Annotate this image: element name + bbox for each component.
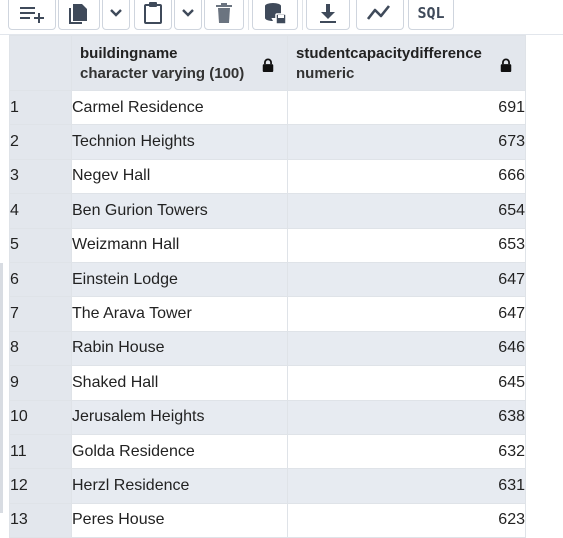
add-row-icon [20, 7, 44, 23]
results-toolbar: SQL [0, 0, 563, 35]
column-name: buildingname [80, 44, 178, 62]
cell-studentcapacitydifference[interactable]: 647 [287, 296, 526, 332]
table-row[interactable]: 9 Shaked Hall 645 [9, 365, 526, 401]
table-row[interactable]: 8 Rabin House 646 [9, 330, 526, 367]
toolbar-separator [248, 0, 249, 30]
row-number[interactable]: 1 [9, 89, 72, 126]
row-number[interactable]: 5 [9, 227, 72, 263]
data-output-grid: buildingname character varying (100) stu… [0, 35, 563, 538]
cell-studentcapacitydifference[interactable]: 654 [287, 193, 526, 229]
cell-buildingname[interactable]: Carmel Residence [71, 89, 288, 126]
download-icon [320, 4, 336, 23]
cell-buildingname[interactable]: Negev Hall [71, 158, 288, 195]
delete-button[interactable] [204, 0, 244, 30]
graph-visualiser-icon [367, 5, 391, 20]
cell-buildingname[interactable]: Golda Residence [71, 433, 288, 470]
column-header-studentcapacitydifference[interactable]: studentcapacitydifference numeric [287, 35, 526, 91]
column-type: character varying (100) [80, 64, 245, 82]
cell-buildingname[interactable]: Shaked Hall [71, 365, 288, 401]
graph-visualiser-button[interactable] [356, 0, 404, 30]
cell-buildingname[interactable]: Weizmann Hall [71, 227, 288, 263]
row-number[interactable]: 10 [9, 399, 72, 435]
lock-icon [262, 58, 274, 72]
table-row[interactable]: 3 Negev Hall 666 [9, 158, 526, 195]
lock-icon [500, 58, 512, 72]
cell-studentcapacitydifference[interactable]: 647 [287, 261, 526, 298]
download-button[interactable] [306, 0, 350, 30]
chevron-down-icon [182, 9, 194, 17]
cell-studentcapacitydifference[interactable]: 646 [287, 330, 526, 367]
column-name: studentcapacitydifference [296, 44, 482, 62]
cell-buildingname[interactable]: Ben Gurion Towers [71, 193, 288, 229]
cell-buildingname[interactable]: Technion Heights [71, 124, 288, 160]
cell-buildingname[interactable]: Jerusalem Heights [71, 399, 288, 435]
cell-studentcapacitydifference[interactable]: 645 [287, 365, 526, 401]
cell-studentcapacitydifference[interactable]: 632 [287, 433, 526, 470]
table-row[interactable]: 5 Weizmann Hall 653 [9, 227, 526, 263]
results-table: buildingname character varying (100) stu… [9, 35, 526, 538]
paste-icon [144, 2, 162, 24]
table-row[interactable]: 12 Herzl Residence 631 [9, 468, 526, 504]
add-row-button[interactable] [8, 0, 56, 30]
row-number-header[interactable] [9, 35, 72, 91]
table-row[interactable]: 7 The Arava Tower 647 [9, 296, 526, 332]
cell-studentcapacitydifference[interactable]: 691 [287, 89, 526, 126]
delete-icon [216, 3, 232, 23]
cell-studentcapacitydifference[interactable]: 673 [287, 124, 526, 160]
table-row[interactable]: 1 Carmel Residence 691 [9, 89, 526, 126]
chevron-down-icon [110, 9, 122, 17]
table-row[interactable]: 2 Technion Heights 673 [9, 124, 526, 160]
row-number[interactable]: 2 [9, 124, 72, 160]
table-row[interactable]: 11 Golda Residence 632 [9, 433, 526, 470]
copy-icon [69, 4, 87, 24]
cell-studentcapacitydifference[interactable]: 653 [287, 227, 526, 263]
row-number[interactable]: 12 [9, 468, 72, 504]
row-number[interactable]: 11 [9, 433, 72, 470]
row-number[interactable]: 4 [9, 193, 72, 229]
column-header-buildingname[interactable]: buildingname character varying (100) [71, 35, 288, 91]
cell-studentcapacitydifference[interactable]: 666 [287, 158, 526, 195]
table-row[interactable]: 10 Jerusalem Heights 638 [9, 399, 526, 435]
save-data-button[interactable] [252, 0, 298, 30]
column-type: numeric [296, 64, 355, 82]
cell-studentcapacitydifference[interactable]: 638 [287, 399, 526, 435]
paste-button[interactable] [134, 0, 172, 30]
scroll-edge [0, 263, 3, 513]
table-row[interactable]: 13 Peres House 623 [9, 502, 526, 538]
row-number[interactable]: 3 [9, 158, 72, 195]
paste-options-dropdown[interactable] [174, 0, 202, 30]
copy-button[interactable] [58, 0, 100, 30]
table-row[interactable]: 4 Ben Gurion Towers 654 [9, 193, 526, 229]
cell-studentcapacitydifference[interactable]: 623 [287, 502, 526, 538]
sql-button[interactable]: SQL [408, 0, 454, 30]
header-row: buildingname character varying (100) stu… [9, 35, 526, 91]
toolbar-separator [302, 0, 303, 30]
cell-buildingname[interactable]: Peres House [71, 502, 288, 538]
cell-buildingname[interactable]: The Arava Tower [71, 296, 288, 332]
row-number[interactable]: 13 [9, 502, 72, 538]
copy-options-dropdown[interactable] [102, 0, 130, 30]
row-number[interactable]: 7 [9, 296, 72, 332]
row-number[interactable]: 6 [9, 261, 72, 298]
cell-buildingname[interactable]: Rabin House [71, 330, 288, 367]
row-number[interactable]: 8 [9, 330, 72, 367]
cell-buildingname[interactable]: Einstein Lodge [71, 261, 288, 298]
save-data-icon [265, 3, 287, 25]
sql-label: SQL [417, 4, 445, 22]
cell-buildingname[interactable]: Herzl Residence [71, 468, 288, 504]
cell-studentcapacitydifference[interactable]: 631 [287, 468, 526, 504]
row-number[interactable]: 9 [9, 365, 72, 401]
table-row[interactable]: 6 Einstein Lodge 647 [9, 261, 526, 298]
